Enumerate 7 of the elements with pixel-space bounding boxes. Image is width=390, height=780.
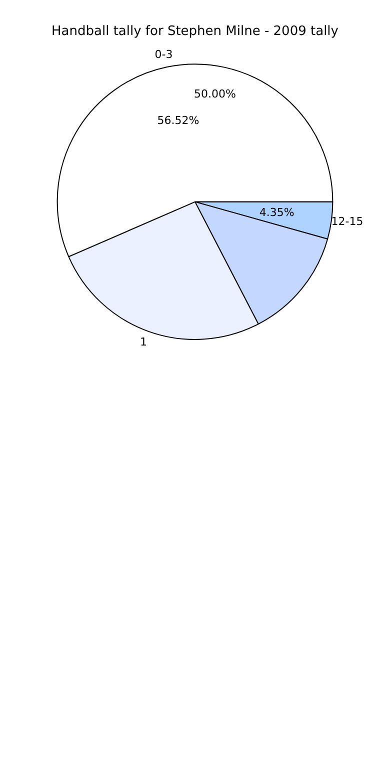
- text: 50.00%: [194, 87, 236, 100]
- slice-label: 1: [140, 336, 148, 349]
- slice-label: 12-15: [331, 215, 364, 228]
- slice-label: 0-3: [154, 48, 173, 62]
- chart-title: Handball tally for Stephen Milne - 2009 tally: [52, 24, 339, 40]
- data-label: 4.35%: [259, 206, 294, 219]
- data-label: 56.52%: [157, 114, 200, 127]
